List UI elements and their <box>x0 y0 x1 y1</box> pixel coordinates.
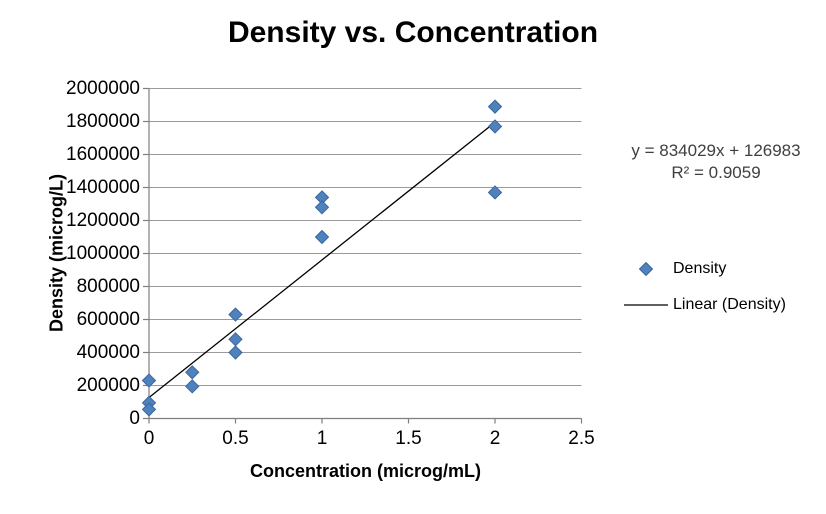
data-point-marker <box>141 373 157 388</box>
y-tick-label: 400000 <box>76 341 140 363</box>
data-point-marker <box>314 200 330 215</box>
linear-trendline-icon <box>624 297 668 313</box>
density-diamond-icon <box>624 261 668 277</box>
y-tick-label: 1400000 <box>66 176 140 198</box>
legend-label-linear: Linear (Density) <box>673 296 786 313</box>
y-tick-label: 1200000 <box>66 209 140 231</box>
x-tick-label: 1.5 <box>395 428 422 449</box>
x-axis-title: Concentration (microg/mL) <box>249 461 481 481</box>
data-point-marker <box>228 345 243 360</box>
x-tick-label: 0.5 <box>222 428 249 449</box>
data-point-marker <box>314 229 330 245</box>
x-tick-label: 1 <box>316 428 328 449</box>
x-tick-label: 0 <box>143 428 155 449</box>
data-point-marker <box>185 365 200 380</box>
data-point-marker <box>185 379 200 394</box>
legend: Density Linear (Density) <box>624 256 786 318</box>
data-point-marker <box>228 332 243 347</box>
y-tick-label: 200000 <box>76 374 140 396</box>
trendline-equation: y = 834029x + 126983 R² = 0.9059 <box>606 140 826 184</box>
chart-title: Density vs. Concentration <box>227 16 599 49</box>
y-tick-label: 1000000 <box>66 242 140 264</box>
data-point-marker <box>487 119 503 134</box>
data-point-marker <box>487 185 503 200</box>
legend-entry-density: Density <box>624 256 786 282</box>
y-tick-label: 600000 <box>76 308 140 330</box>
y-tick-label: 0 <box>129 407 140 429</box>
y-tick-label: 1800000 <box>66 110 140 132</box>
legend-entry-linear: Linear (Density) <box>624 292 786 318</box>
y-tick-label: 1600000 <box>66 143 140 165</box>
y-tick-label: 2000000 <box>66 77 140 99</box>
trendline <box>148 121 496 399</box>
data-point-marker <box>228 307 243 322</box>
y-tick-label: 800000 <box>76 275 140 297</box>
legend-label-density: Density <box>673 260 727 277</box>
data-point-marker <box>141 402 157 417</box>
trendline-equation-r-squared: R² = 0.9059 <box>671 163 761 182</box>
trendline-equation-formula: y = 834029x + 126983 <box>631 141 801 160</box>
data-point-marker <box>487 99 503 114</box>
x-tick-label: 2.5 <box>568 428 595 449</box>
x-tick-label: 2 <box>489 428 501 449</box>
